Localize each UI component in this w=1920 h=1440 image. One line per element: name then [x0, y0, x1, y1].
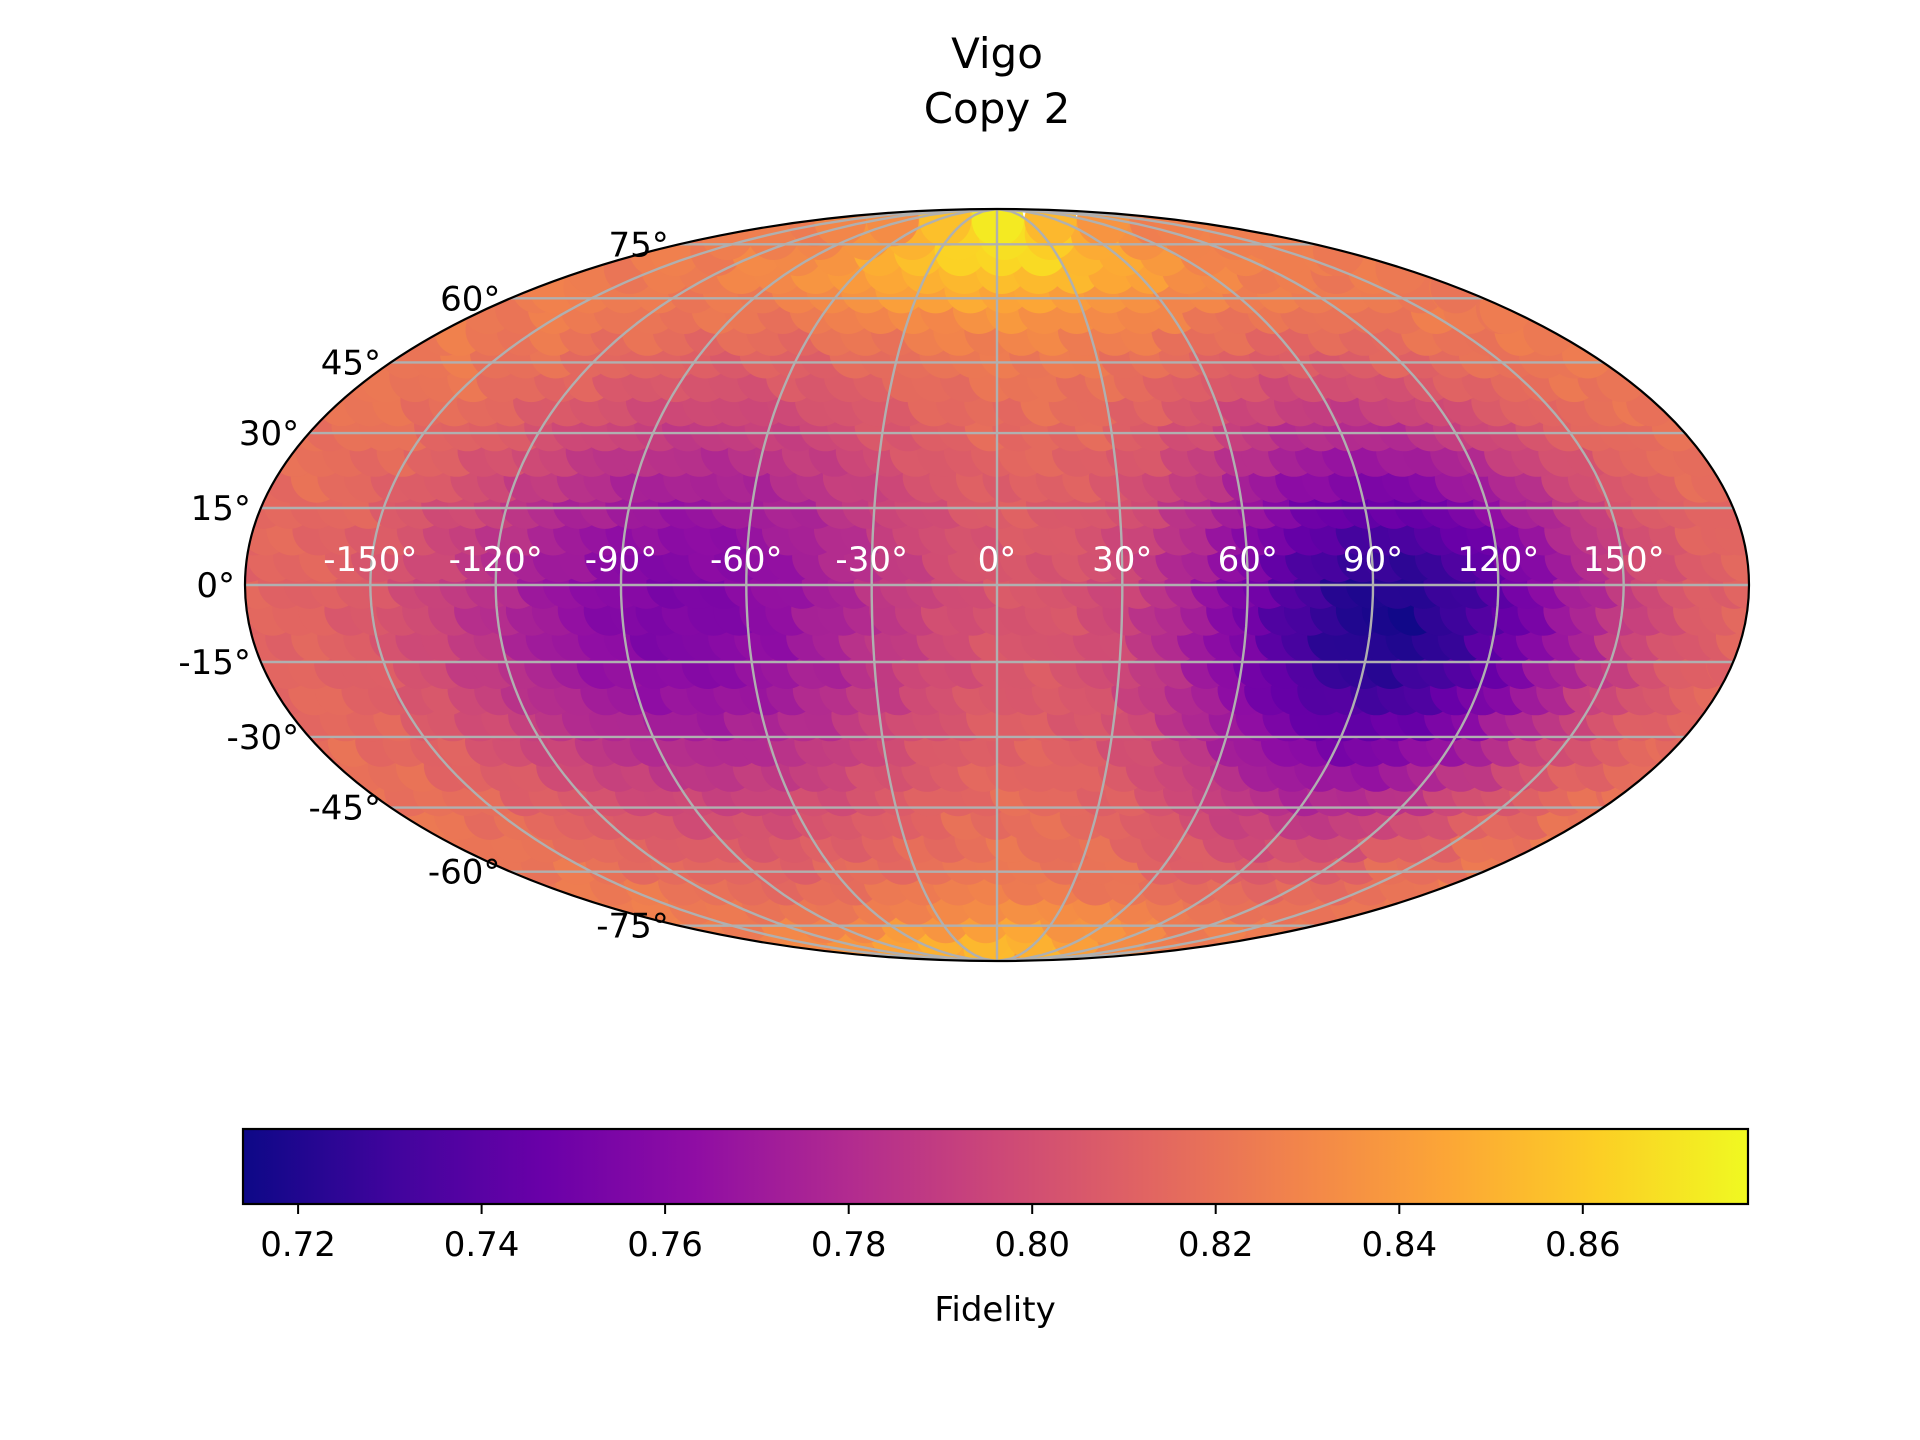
longitude-tick-labels: -150° -120° -90° -60° -30° 0° 30° 60° 90° 120° 150… [323, 540, 1664, 580]
lat-tick-label: -30° [227, 718, 300, 758]
lon-tick-label: -60° [710, 540, 783, 580]
lon-grid-line [619, 209, 998, 961]
colorbar-tick-label: 0.80 [994, 1225, 1070, 1265]
colorbar-tick-label: 0.84 [1361, 1225, 1437, 1265]
lon-tick-label: -150° [323, 540, 417, 580]
chart-title-line-2: Copy 2 [924, 84, 1071, 133]
lon-grid-line [996, 209, 1124, 961]
lon-tick-label: -90° [585, 540, 658, 580]
colorbar-label: Fidelity [934, 1290, 1055, 1330]
lon-tick-label: 150° [1583, 540, 1665, 580]
lat-tick-label: 45° [321, 343, 381, 383]
colorbar-ticks: 0.72 0.74 0.76 0.78 0.80 0.82 0.84 0.86 [260, 1204, 1621, 1265]
graticule-grid [245, 209, 1749, 961]
colorbar-tick-label: 0.74 [444, 1225, 520, 1265]
heat-cell [866, 209, 919, 247]
colorbar-gradient [241, 1127, 1750, 1206]
lon-grid-line [494, 209, 998, 961]
lon-tick-label: -30° [835, 540, 908, 580]
lat-tick-label: 75° [609, 225, 669, 265]
lat-tick-label: 30° [239, 414, 299, 454]
lon-grid-line [996, 209, 1249, 961]
lon-tick-label: 120° [1457, 540, 1539, 580]
lat-tick-label: 15° [191, 489, 251, 529]
lon-grid-line [996, 209, 1625, 961]
lon-grid-line [996, 209, 1375, 961]
colorbar-tick-label: 0.82 [1178, 1225, 1254, 1265]
heat-cell [919, 209, 972, 247]
colorbar: 0.72 0.74 0.76 0.78 0.80 0.82 0.84 0.86 Fidelit… [241, 1127, 1750, 1330]
lon-grid-line [870, 209, 998, 961]
lat-tick-label: -60° [428, 853, 501, 893]
colorbar-tick-label: 0.76 [627, 1225, 703, 1265]
heat-cell [1076, 209, 1129, 247]
latitude-tick-labels: 75° 60° 45° 30° 15° 0° -15° -30°-45° -60° -75° [178, 225, 668, 946]
lat-tick-label: 60° [440, 279, 500, 319]
chart-title-line-1: Vigo [951, 29, 1043, 78]
lat-tick-label: 0° [196, 566, 235, 606]
lon-tick-label: -120° [449, 540, 543, 580]
map-boundary [243, 207, 1751, 963]
lon-grid-line [745, 209, 998, 961]
colorbar-tick-label: 0.86 [1545, 1225, 1621, 1265]
lon-grid-line [369, 209, 998, 961]
lat-tick-label: -45° [308, 789, 381, 829]
lon-tick-label: 60° [1218, 540, 1278, 580]
heat-cell [1024, 209, 1077, 247]
lat-tick-label: -15° [178, 643, 251, 683]
colorbar-tick-label: 0.72 [260, 1225, 336, 1265]
lon-tick-label: 90° [1343, 540, 1403, 580]
colorbar-tick-label: 0.78 [811, 1225, 887, 1265]
lat-tick-label: -75° [596, 907, 669, 947]
mollweide-map: 75°60°45°30°15°0°-15°-30°-45°-60°-75° -1… [178, 207, 1751, 963]
lon-grid-line [996, 209, 1500, 961]
lon-tick-label: 0° [978, 540, 1017, 580]
fidelity-heat-cells [245, 209, 1749, 961]
lon-tick-label: 30° [1092, 540, 1152, 580]
